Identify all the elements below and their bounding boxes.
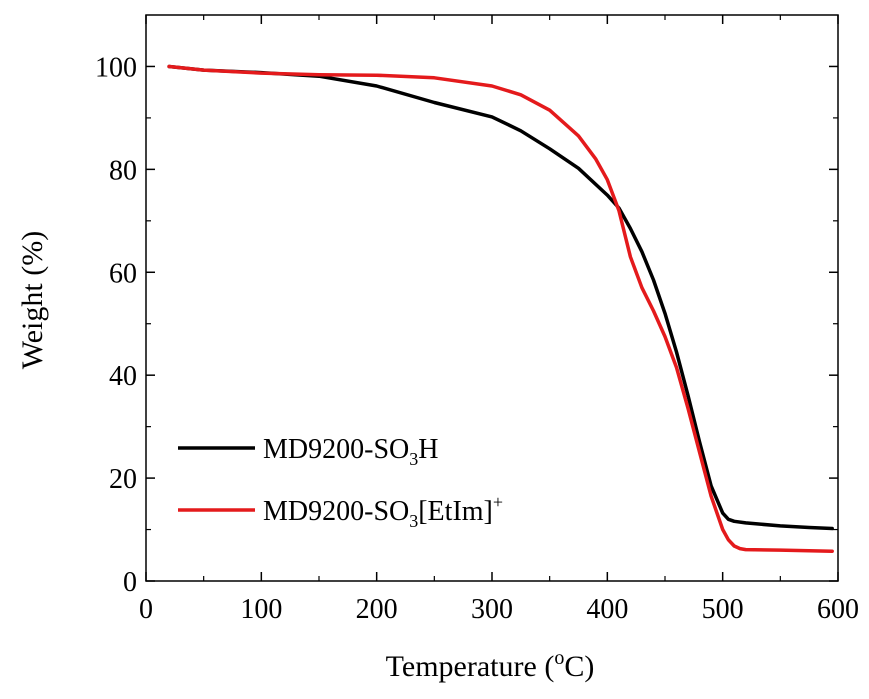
series-line-2: [167, 64, 834, 553]
legend-label-1: MD9200-SO3H: [263, 434, 438, 469]
series-layer: [167, 64, 834, 553]
x-axis-title-main: Temperature (: [386, 650, 555, 683]
y-axis-title: Weight (%): [16, 231, 49, 369]
x-tick-label: 100: [240, 594, 282, 625]
x-tick-label: 600: [817, 594, 859, 625]
x-tick-label: 0: [139, 594, 153, 625]
axes-layer: 0 100 200 300 400 500 600 0 20 40 60 80 100: [95, 14, 859, 625]
legend: MD9200-SO3H MD9200-SO3[EtIm]+: [178, 434, 503, 531]
x-tick-label: 400: [586, 594, 628, 625]
x-tick-label: 500: [702, 594, 744, 625]
y-tick-label: 40: [109, 361, 137, 392]
y-tick-label: 80: [109, 155, 137, 186]
x-axis-title-unit: C): [564, 650, 594, 683]
x-axis-title: Temperature (oC): [386, 647, 595, 683]
y-tick-label: 0: [123, 567, 137, 598]
x-tick-label: 200: [356, 594, 398, 625]
x-tick-label: 300: [471, 594, 513, 625]
y-tick-label: 60: [109, 258, 137, 289]
x-axis-title-sup: o: [554, 647, 564, 669]
legend-label-2: MD9200-SO3[EtIm]+: [263, 492, 503, 531]
series-line-1: [167, 64, 834, 531]
y-tick-label: 100: [95, 52, 137, 83]
y-tick-label: 20: [109, 464, 137, 495]
